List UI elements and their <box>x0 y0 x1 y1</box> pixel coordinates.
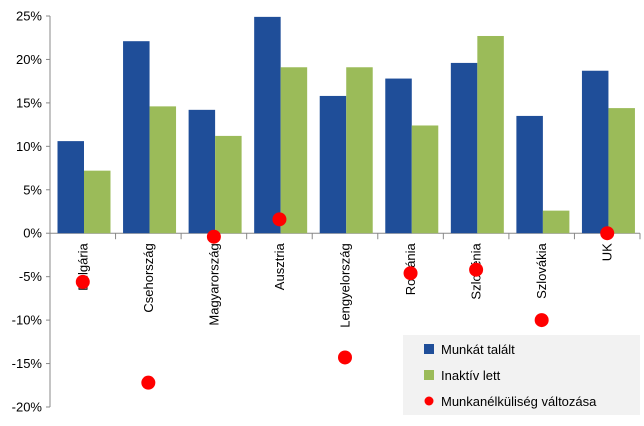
bar <box>254 16 281 234</box>
x-tick-label: Szlovákia <box>534 242 549 298</box>
bar <box>319 95 347 234</box>
x-tick-label: Csehország <box>141 243 156 312</box>
bar <box>57 141 84 234</box>
y-tick-label: 15% <box>16 95 42 110</box>
data-point <box>403 266 418 281</box>
y-tick-label: 20% <box>16 52 42 67</box>
y-tick-label: -20% <box>12 400 43 415</box>
bar <box>215 135 242 234</box>
bar <box>542 210 570 234</box>
legend-label: Munkanélküliség változása <box>441 394 597 409</box>
bar <box>280 67 308 234</box>
bar <box>385 78 412 234</box>
legend-swatch <box>424 344 434 354</box>
bar <box>477 35 504 234</box>
x-tick-label: Ausztria <box>272 242 287 290</box>
legend-box <box>403 335 640 415</box>
y-tick-label: 10% <box>16 139 42 154</box>
legend-swatch <box>424 370 434 380</box>
data-point <box>338 350 352 365</box>
data-point <box>272 212 287 227</box>
bar <box>123 41 150 234</box>
legend: Munkát talált Inaktív lett Munkanélküliség… <box>403 335 640 415</box>
bar <box>149 106 177 234</box>
y-tick-label: -10% <box>12 313 43 328</box>
x-tick-label: Lengyelország <box>338 243 353 328</box>
bar <box>450 62 478 234</box>
y-tick-label: 25% <box>16 9 42 24</box>
data-point <box>206 229 221 244</box>
bar <box>84 170 111 234</box>
y-tick-label: -5% <box>19 269 43 284</box>
y-tick-label: 5% <box>23 182 42 197</box>
legend-label: Munkát talált <box>441 342 515 357</box>
plot-area: -20%-15%-10%-5%0%5%10%15%20%25%Bulgária C… <box>12 9 641 415</box>
y-tick-label: 0% <box>23 226 42 241</box>
bar <box>346 67 373 234</box>
x-tick-label: Magyarország <box>206 243 221 325</box>
data-point <box>141 375 156 390</box>
bar <box>608 108 635 234</box>
data-point <box>600 226 615 241</box>
bar <box>581 70 609 234</box>
data-point <box>534 313 549 328</box>
legend-marker <box>424 396 434 406</box>
x-tick-label: UK <box>600 243 615 261</box>
bar <box>516 115 543 234</box>
data-point <box>469 262 484 277</box>
bar <box>188 109 216 234</box>
legend-label: Inaktív lett <box>441 368 501 383</box>
y-tick-label: -15% <box>12 356 43 371</box>
data-point <box>75 274 90 289</box>
bar <box>411 125 439 234</box>
